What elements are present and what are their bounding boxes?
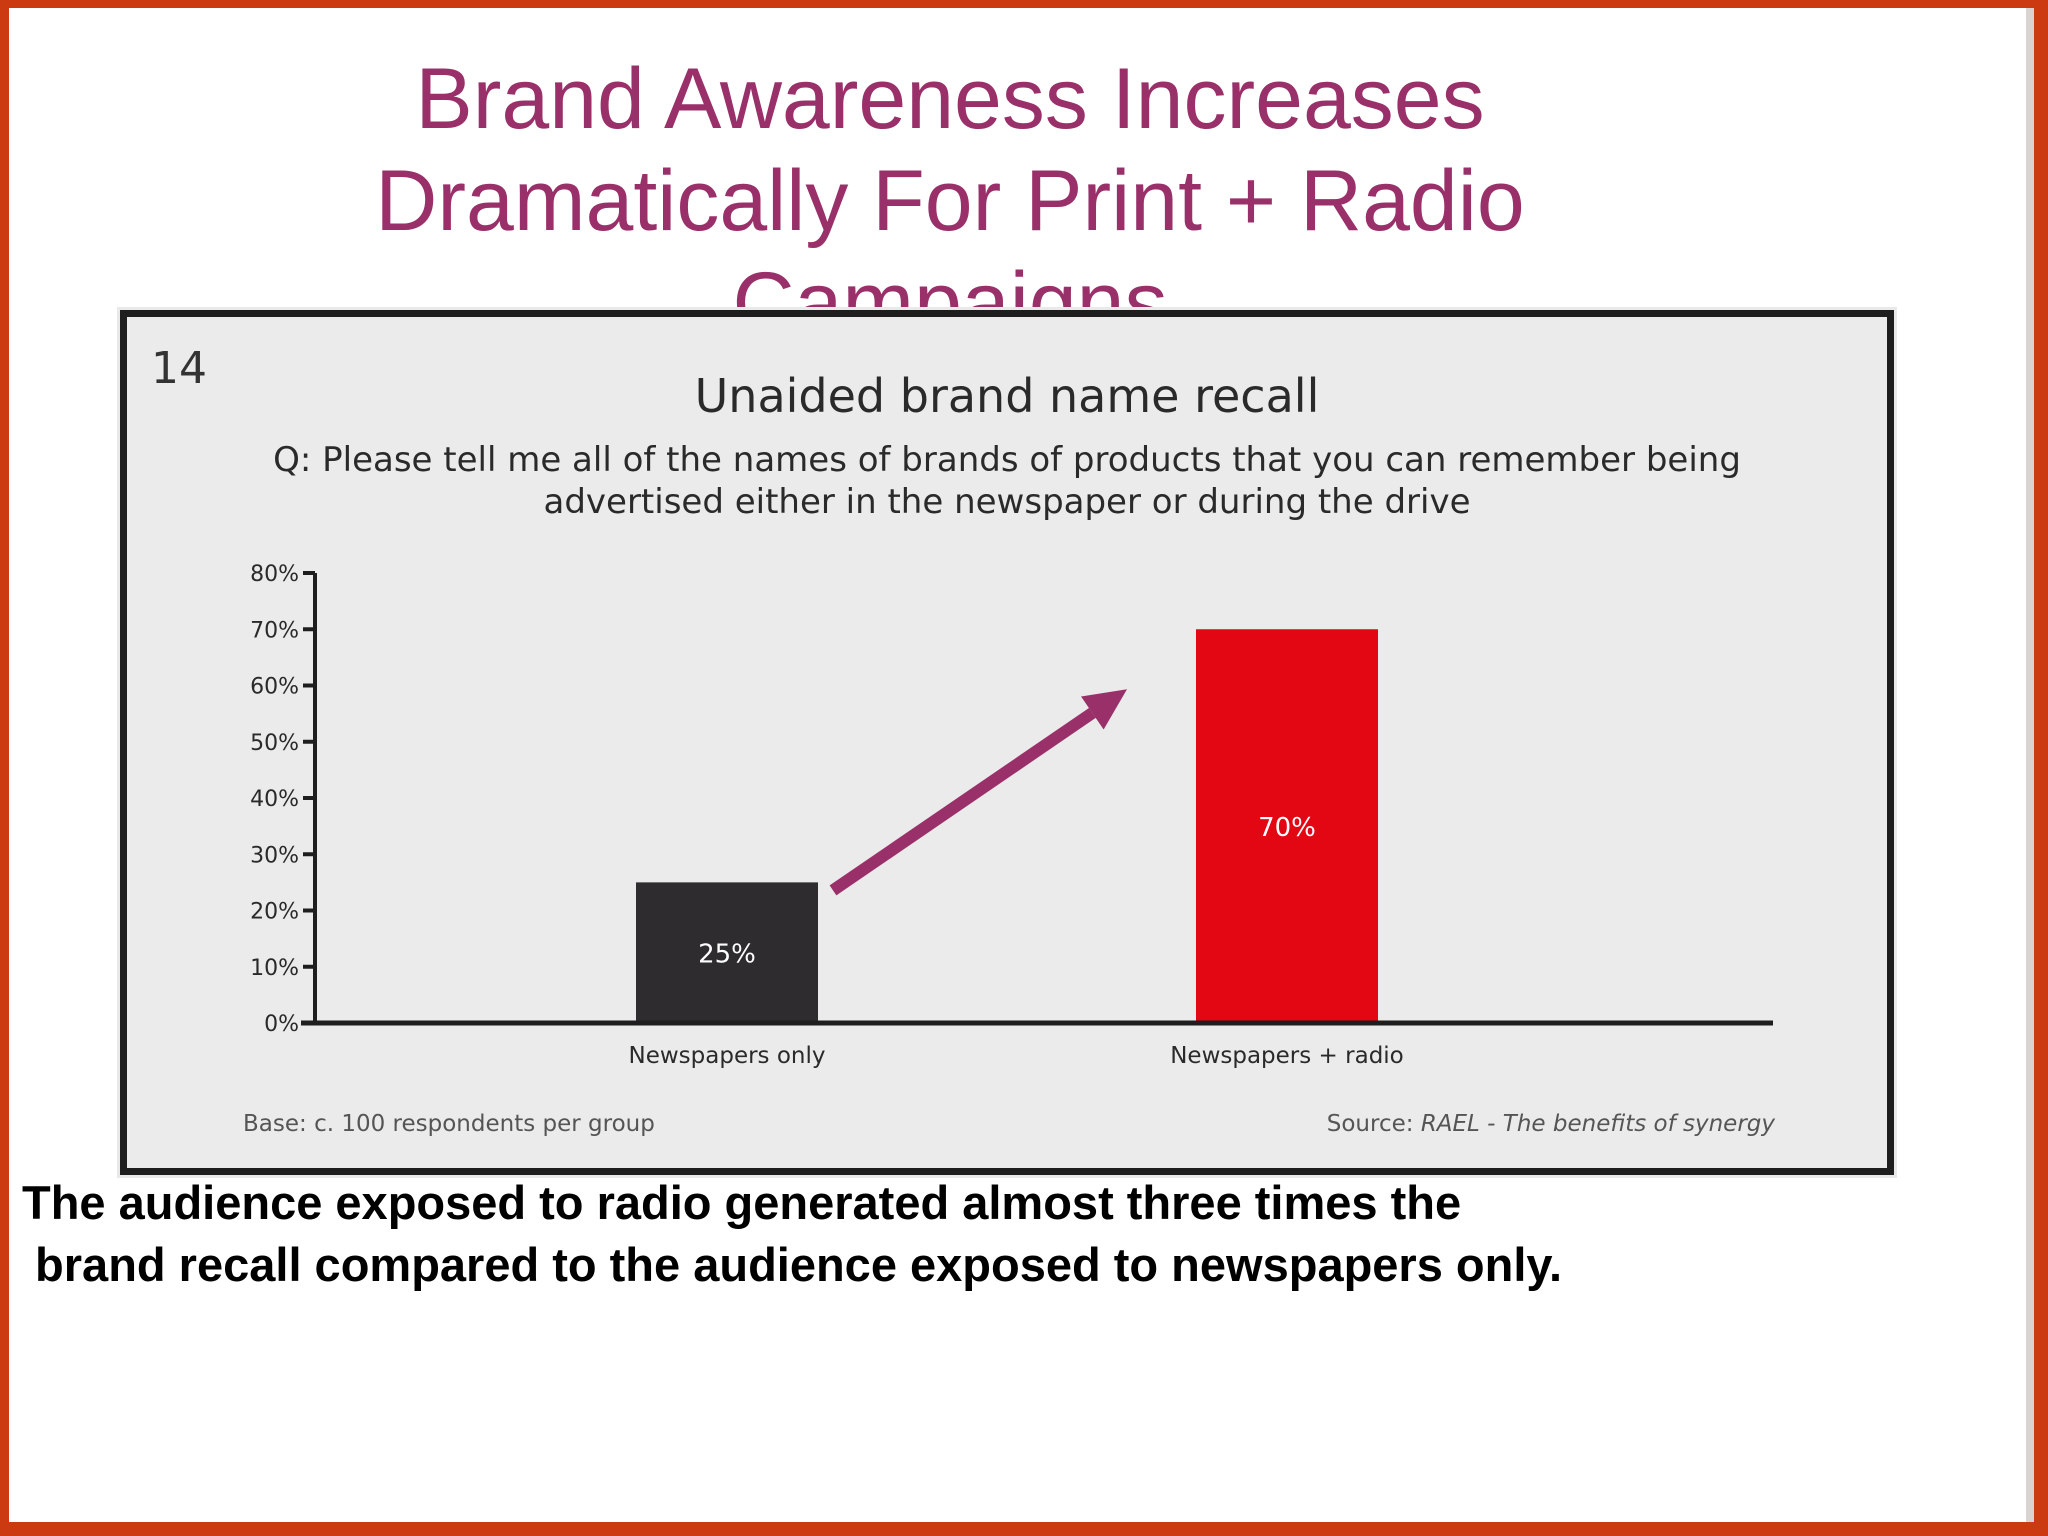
y-tick-label: 40% xyxy=(250,787,299,812)
source-prefix: Source: xyxy=(1326,1111,1421,1137)
chart-title: Unaided brand name recall xyxy=(694,369,1320,423)
x-category-label: Newspapers + radio xyxy=(1170,1043,1404,1069)
x-category-label: Newspapers only xyxy=(629,1043,826,1069)
chart-figure: 14 Unaided brand name recall Q: Please t… xyxy=(117,307,1897,1178)
y-axis: 0% 10% 20% 30% 40% 50% 60% 70% 80% xyxy=(250,562,317,1037)
caption-line-2: brand recall compared to the audience ex… xyxy=(22,1238,1563,1291)
bar-data-label: 25% xyxy=(698,940,756,970)
caption-line-1: The audience exposed to radio generated … xyxy=(22,1176,1462,1229)
bar-newspapers-radio xyxy=(1196,629,1378,1023)
x-axis: Newspapers only Newspapers + radio xyxy=(301,1020,1773,1069)
y-tick-label: 10% xyxy=(250,956,299,981)
y-tick-label: 60% xyxy=(250,675,299,700)
chart-question: Q: Please tell me all of the names of br… xyxy=(273,440,1741,522)
source-title: RAEL - The benefits of synergy xyxy=(1420,1111,1775,1137)
arrow-shaft xyxy=(829,708,1096,896)
slide-title: Brand Awareness Increases Dramatically F… xyxy=(375,51,1525,310)
bar-chart: 0% 10% 20% 30% 40% 50% 60% 70% 80% 25% 70% Newspa… xyxy=(250,562,1773,1069)
base-note: Base: c. 100 respondents per group xyxy=(243,1111,655,1137)
bar-newspapers-only xyxy=(636,882,818,1023)
y-tick-label: 50% xyxy=(250,731,299,756)
y-tick-label: 30% xyxy=(250,843,299,868)
source-note: Source: RAEL - The benefits of synergy xyxy=(1327,1111,1775,1137)
bars: 25% 70% xyxy=(636,629,1378,1023)
slide-border-shadow xyxy=(2026,8,2034,1522)
figure-number: 14 xyxy=(151,343,207,394)
y-tick-label: 0% xyxy=(264,1012,299,1037)
trend-arrow xyxy=(829,689,1127,896)
arrow-head xyxy=(1081,689,1127,730)
y-tick-label: 80% xyxy=(250,562,299,587)
y-tick-label: 70% xyxy=(250,618,299,643)
y-tick-label: 20% xyxy=(250,900,299,925)
slide-caption: The audience exposed to radio generated … xyxy=(22,1172,1922,1296)
bar-data-label: 70% xyxy=(1258,813,1316,843)
